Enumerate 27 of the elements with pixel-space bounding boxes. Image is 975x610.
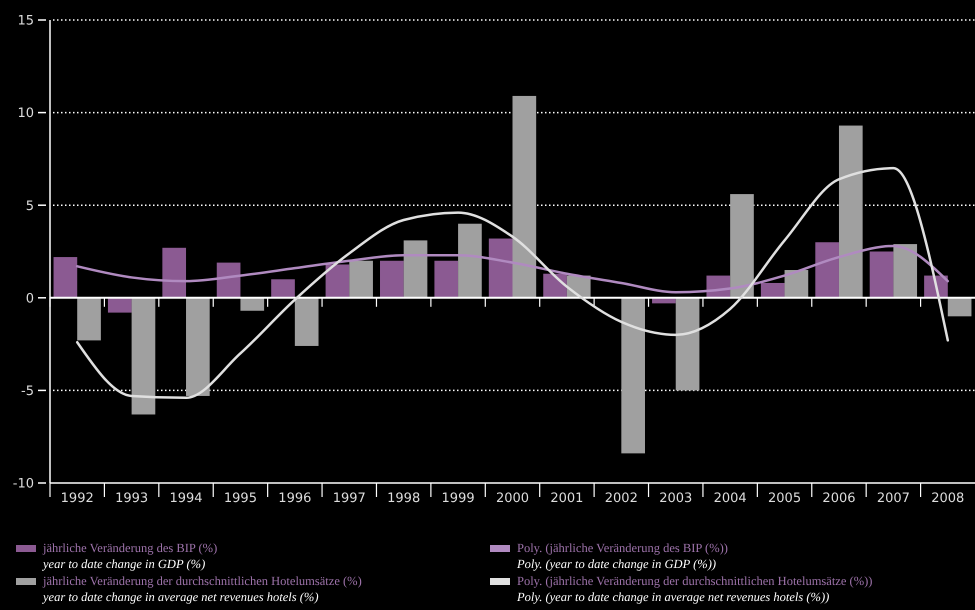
x-tick-label: 1995 [224, 491, 257, 506]
y-tick-label: 0 [26, 291, 34, 306]
x-tick-label: 1992 [60, 491, 94, 506]
x-tick-label: 2001 [550, 491, 584, 506]
y-tick-label: 10 [17, 106, 34, 122]
x-tick-label: 1994 [169, 491, 203, 506]
x-tick-label: 1996 [278, 491, 312, 506]
y-tick-label: 15 [17, 14, 34, 29]
x-tick-label: 2000 [496, 491, 530, 506]
x-tick-label: 2003 [659, 491, 692, 506]
x-tick-label: 2004 [714, 491, 747, 506]
x-tick-label: 1998 [387, 491, 420, 506]
x-tick-label: 2002 [604, 491, 638, 506]
x-tick-label: 1997 [332, 491, 366, 506]
legend-label: Poly. (jährliche Veränderung des BIP (%)) Poly. (year to date change in GDP (%)) [516, 541, 728, 571]
y-tick-label: 5 [26, 198, 34, 214]
x-tick-label: 2007 [876, 491, 910, 506]
legend-label: jährliche Veränderung des BIP (%) year to date change in GDP (%) [41, 541, 218, 571]
y-tick-label: -5 [21, 384, 34, 399]
legend-label: jährliche Veränderung der durchschnittlichen Hotelumsätze (%) year to date change in average net revenues hotels (%) [41, 574, 362, 604]
y-tick-label: -10 [12, 476, 34, 492]
x-tick-label: 1993 [115, 491, 148, 506]
legend-label: Poly. (jährliche Veränderung der durchschnittlichen Hotelumsätze (%)) Poly. (year to date change in average net revenues hotels (%)) [516, 574, 872, 604]
x-tick-label: 1999 [442, 491, 475, 506]
x-tick-label: 2005 [768, 491, 802, 506]
x-tick-label: 2008 [931, 491, 964, 506]
x-tick-label: 2006 [822, 491, 856, 506]
